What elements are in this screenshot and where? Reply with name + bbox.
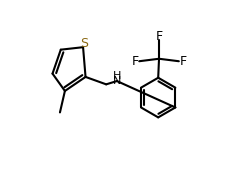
Text: F: F [155, 30, 163, 43]
Text: F: F [132, 55, 139, 68]
Text: S: S [80, 37, 88, 50]
Text: N: N [113, 76, 121, 86]
Text: H: H [113, 71, 121, 81]
Text: F: F [179, 55, 186, 68]
